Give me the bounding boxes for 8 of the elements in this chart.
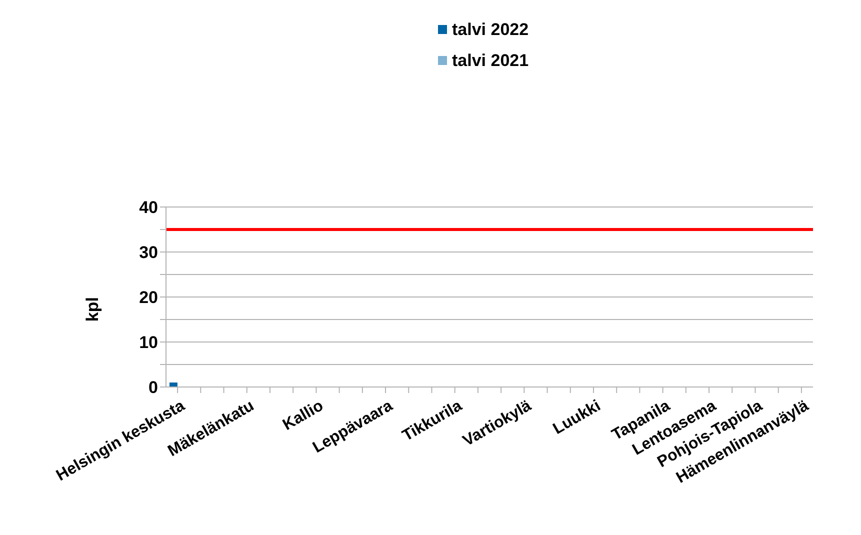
y-tick-label: 0 [148, 378, 158, 398]
y-tick-label: 40 [139, 198, 158, 218]
legend-label: talvi 2021 [452, 50, 529, 70]
y-axis-title: kpl [83, 297, 102, 322]
y-tick-label: 30 [139, 243, 158, 262]
y-tick-label: 20 [139, 288, 158, 308]
y-tick-label: 10 [139, 333, 158, 352]
legend-label: talvi 2022 [452, 20, 529, 40]
